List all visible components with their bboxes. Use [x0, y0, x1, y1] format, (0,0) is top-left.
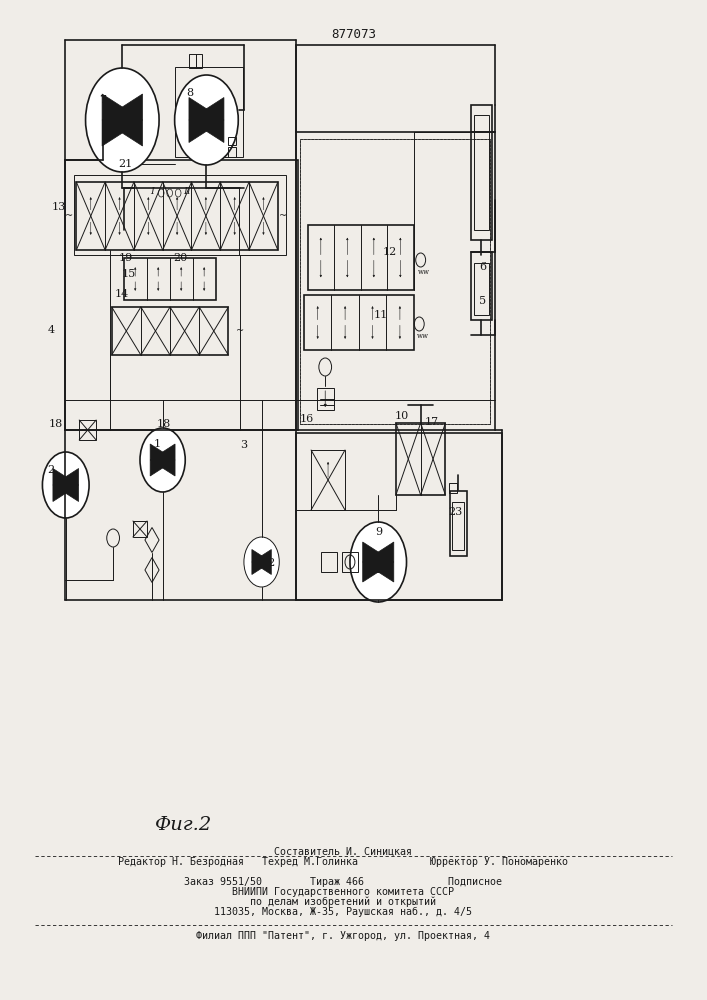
Polygon shape: [363, 542, 394, 582]
Bar: [133, 521, 147, 537]
Bar: [296, 132, 495, 430]
Polygon shape: [189, 98, 224, 142]
Bar: [321, 552, 337, 572]
Text: ~: ~: [279, 212, 287, 221]
Bar: [363, 552, 379, 572]
Bar: [452, 502, 464, 550]
Text: ww: ww: [419, 268, 430, 276]
Bar: [311, 450, 345, 510]
Bar: [124, 258, 216, 300]
Polygon shape: [150, 444, 175, 476]
Bar: [471, 105, 492, 240]
Text: 17: 17: [424, 417, 438, 427]
Text: 15: 15: [122, 269, 136, 279]
Circle shape: [86, 68, 159, 172]
Text: по делам изобретений и открытий: по делам изобретений и открытий: [250, 897, 436, 907]
Text: 8: 8: [186, 88, 193, 98]
Polygon shape: [102, 94, 143, 146]
Polygon shape: [53, 468, 78, 502]
Bar: [300, 139, 490, 424]
Bar: [317, 388, 334, 410]
Text: 2: 2: [47, 465, 54, 475]
Bar: [79, 420, 96, 440]
Text: 12: 12: [383, 247, 397, 257]
Bar: [396, 423, 445, 495]
Text: II: II: [184, 188, 191, 196]
Text: 877073: 877073: [331, 27, 376, 40]
Polygon shape: [53, 468, 78, 502]
Text: ~: ~: [64, 212, 73, 221]
Bar: [471, 252, 492, 320]
Bar: [474, 115, 489, 230]
Text: 3: 3: [240, 440, 247, 450]
Text: 18: 18: [157, 419, 171, 429]
Bar: [76, 182, 278, 250]
Polygon shape: [252, 550, 271, 574]
Bar: [308, 225, 414, 290]
Bar: [296, 433, 502, 600]
Bar: [474, 263, 489, 315]
Text: 19: 19: [119, 253, 133, 263]
Text: 11: 11: [373, 310, 387, 320]
Text: 20: 20: [173, 253, 187, 263]
Text: 5: 5: [479, 296, 486, 306]
Text: 21: 21: [119, 159, 133, 169]
Bar: [449, 483, 457, 493]
Text: Филиал ППП "Патент", г. Ужгород, ул. Проектная, 4: Филиал ППП "Патент", г. Ужгород, ул. Про…: [196, 931, 490, 941]
Polygon shape: [363, 542, 394, 582]
Text: 6: 6: [479, 262, 486, 272]
Bar: [450, 491, 467, 556]
Text: Составитель И. Синицкая: Составитель И. Синицкая: [274, 847, 412, 857]
Circle shape: [175, 75, 238, 165]
Text: I: I: [150, 188, 154, 196]
Text: Фиг.2: Фиг.2: [156, 816, 212, 834]
Bar: [304, 295, 414, 350]
Text: 16: 16: [300, 414, 314, 424]
Text: 9: 9: [375, 527, 382, 537]
Text: 14: 14: [115, 289, 129, 299]
Polygon shape: [150, 444, 175, 476]
Text: 18: 18: [49, 419, 63, 429]
Text: 10: 10: [395, 411, 409, 421]
Text: ww: ww: [417, 332, 428, 340]
Text: Заказ 9551/50        Тираж 466              Подписное: Заказ 9551/50 Тираж 466 Подписное: [184, 877, 502, 887]
Text: Редактор Н. Безродная   Техред М.Голинка            Юрректор У. Пономаренко: Редактор Н. Безродная Техред М.Голинка Ю…: [118, 857, 568, 867]
Text: 113035, Москва, Ж-35, Раушская наб., д. 4/5: 113035, Москва, Ж-35, Раушская наб., д. …: [214, 907, 472, 917]
Bar: [228, 137, 236, 145]
Bar: [112, 307, 228, 355]
Bar: [342, 552, 358, 572]
Text: 23: 23: [448, 507, 462, 517]
Circle shape: [140, 428, 185, 492]
Bar: [65, 160, 298, 430]
Text: 7: 7: [99, 95, 106, 105]
Text: ~: ~: [236, 326, 245, 336]
Polygon shape: [189, 98, 224, 142]
Polygon shape: [102, 94, 143, 146]
Text: 1: 1: [153, 439, 160, 449]
Bar: [175, 67, 243, 157]
Circle shape: [350, 522, 407, 602]
Circle shape: [244, 537, 279, 587]
Polygon shape: [252, 550, 271, 574]
Bar: [300, 139, 490, 424]
Circle shape: [42, 452, 89, 518]
Text: 4: 4: [48, 325, 55, 335]
Text: 13: 13: [52, 202, 66, 212]
Text: ВНИИПИ Государственного комитета СССР: ВНИИПИ Государственного комитета СССР: [232, 887, 454, 897]
Bar: [189, 54, 202, 68]
Text: 22: 22: [262, 558, 276, 568]
Bar: [228, 147, 236, 157]
Bar: [74, 175, 286, 255]
